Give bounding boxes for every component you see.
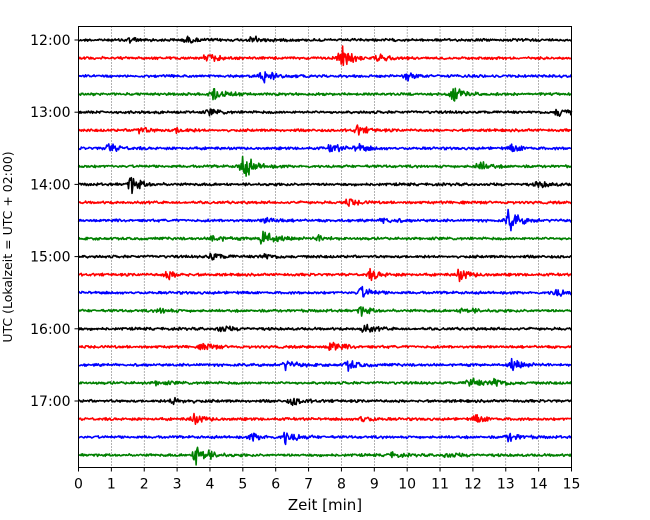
x-tick-label: 11 [431, 477, 449, 493]
seismogram-trace [77, 108, 573, 117]
seismogram-trace [77, 124, 572, 136]
seismogram-traces [77, 35, 573, 466]
seismogram-trace [77, 155, 573, 177]
x-tick-label: 12 [464, 477, 482, 493]
x-tick-label: 13 [497, 477, 515, 493]
x-tick-label: 14 [530, 477, 548, 493]
seismogram-trace [77, 412, 573, 426]
seismogram-trace [78, 323, 573, 333]
seismogram-trace [78, 357, 572, 372]
x-tick-label: 4 [206, 477, 215, 493]
seismogram-trace [78, 377, 572, 387]
seismogram-trace [77, 230, 572, 245]
seismogram-trace [77, 306, 573, 317]
plot-frame [78, 26, 572, 468]
seismogram-trace [77, 35, 572, 44]
x-tick-label: 6 [271, 477, 280, 493]
y-tick-label: 15:00 [30, 250, 70, 266]
seismogram-trace [78, 396, 573, 407]
y-tick-label: 17:00 [30, 394, 70, 410]
x-tick-label: 8 [337, 477, 346, 493]
x-tick-label: 15 [563, 477, 581, 493]
seismogram-trace [77, 285, 573, 298]
seismogram-trace [77, 87, 573, 102]
y-tick-label: 12:00 [30, 33, 70, 49]
x-tick-label: 10 [398, 477, 416, 493]
seismogram-trace [78, 142, 572, 153]
y-axis-label: UTC (Lokalzeit = UTC + 02:00) [0, 151, 15, 342]
seismogram-trace [77, 341, 573, 351]
x-tick-label: 3 [173, 477, 182, 493]
y-tick-label: 16:00 [30, 322, 70, 338]
y-tick-label: 13:00 [30, 105, 70, 121]
seismogram-trace [77, 267, 573, 283]
x-tick-label: 7 [304, 477, 313, 493]
y-axis: 12:00 13:00 14:00 15:00 16:00 17:00 [30, 33, 79, 410]
seismogram-trace [77, 208, 573, 232]
seismogram-trace [78, 198, 573, 207]
seismogram-trace [77, 252, 572, 261]
x-axis: 0 1 2 3 4 5 6 7 8 9 10 11 12 13 14 15 [74, 467, 581, 493]
seismogram-trace [77, 431, 573, 446]
x-tick-label: 0 [74, 477, 83, 493]
x-tick-label: 2 [140, 477, 149, 493]
x-tick-label: 1 [107, 477, 116, 493]
seismogram-trace [78, 45, 572, 67]
y-tick-label: 14:00 [30, 177, 70, 193]
seismogram-trace [78, 446, 573, 466]
x-axis-label: Zeit [min] [288, 496, 362, 514]
seismogram-trace [77, 176, 573, 195]
x-tick-label: 5 [238, 477, 247, 493]
seismogram-trace [78, 71, 573, 84]
x-tick-label: 9 [370, 477, 379, 493]
